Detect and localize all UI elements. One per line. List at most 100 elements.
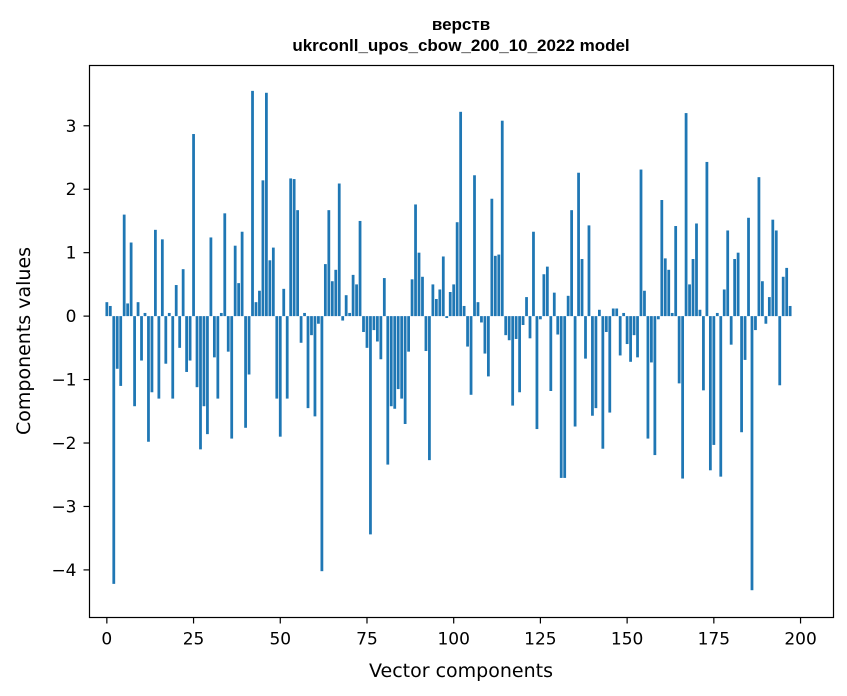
bar bbox=[344, 295, 348, 317]
bar bbox=[167, 312, 171, 317]
bar bbox=[133, 316, 136, 407]
bar bbox=[438, 289, 442, 317]
bar bbox=[313, 316, 317, 417]
bar bbox=[650, 316, 653, 363]
bar bbox=[362, 316, 365, 332]
bar bbox=[244, 316, 247, 428]
bar bbox=[105, 302, 109, 317]
bar bbox=[684, 113, 688, 317]
bar bbox=[525, 297, 528, 317]
bar bbox=[372, 316, 376, 331]
bar bbox=[625, 316, 629, 345]
bar bbox=[147, 316, 150, 442]
bar bbox=[247, 316, 251, 375]
bar bbox=[285, 316, 289, 399]
bar bbox=[545, 266, 549, 317]
bar bbox=[726, 230, 730, 317]
bar bbox=[767, 297, 771, 317]
bar bbox=[317, 316, 320, 324]
bar bbox=[219, 312, 223, 317]
bar bbox=[299, 316, 303, 343]
bar bbox=[469, 316, 473, 395]
bar bbox=[514, 316, 518, 339]
y-tick-label: 1 bbox=[66, 244, 77, 264]
bar bbox=[240, 231, 244, 317]
bar bbox=[192, 134, 195, 317]
bar bbox=[708, 316, 712, 471]
bar bbox=[570, 210, 574, 317]
bar bbox=[275, 316, 279, 399]
bar bbox=[237, 283, 241, 317]
bar bbox=[150, 316, 154, 393]
bar bbox=[774, 230, 778, 317]
bar bbox=[112, 316, 116, 584]
bar bbox=[223, 213, 227, 317]
bar bbox=[282, 288, 286, 317]
bar bbox=[785, 267, 789, 317]
bar bbox=[500, 120, 504, 317]
bar bbox=[584, 316, 587, 359]
bar bbox=[601, 316, 605, 449]
bar bbox=[462, 305, 466, 317]
bar bbox=[455, 222, 459, 317]
bar bbox=[511, 316, 515, 406]
bar bbox=[518, 316, 521, 393]
bar bbox=[646, 316, 650, 439]
bar bbox=[400, 316, 404, 399]
bar bbox=[788, 305, 792, 317]
bar bbox=[452, 284, 456, 317]
bar bbox=[157, 316, 161, 399]
x-tick-label: 75 bbox=[356, 630, 378, 650]
bar bbox=[480, 316, 483, 323]
bar bbox=[483, 316, 487, 354]
bar bbox=[719, 316, 723, 477]
bar bbox=[271, 247, 275, 317]
bar bbox=[580, 259, 584, 317]
bar bbox=[674, 226, 678, 317]
bar bbox=[379, 316, 383, 360]
bar bbox=[497, 254, 501, 317]
bar bbox=[230, 316, 234, 439]
bar bbox=[466, 316, 469, 347]
y-tick-label: −3 bbox=[51, 497, 76, 517]
bar bbox=[761, 281, 764, 317]
bar bbox=[504, 316, 508, 336]
bar bbox=[597, 309, 601, 317]
x-tick-label: 125 bbox=[524, 630, 556, 650]
bar bbox=[604, 316, 608, 332]
bar bbox=[629, 316, 632, 362]
bar bbox=[473, 175, 476, 317]
bar bbox=[396, 316, 400, 390]
bar bbox=[393, 316, 397, 409]
bar bbox=[348, 312, 352, 317]
bar bbox=[136, 302, 140, 317]
bar bbox=[459, 111, 463, 317]
bar bbox=[445, 316, 449, 319]
bar bbox=[691, 259, 695, 317]
y-tick-label: 0 bbox=[66, 307, 77, 327]
bar bbox=[306, 316, 310, 409]
bar bbox=[431, 284, 435, 317]
bar bbox=[670, 312, 674, 317]
bar bbox=[486, 316, 490, 377]
y-tick-label: −2 bbox=[51, 434, 76, 454]
bar bbox=[233, 245, 237, 317]
bar bbox=[351, 274, 355, 317]
bar bbox=[358, 220, 362, 317]
bar bbox=[667, 269, 671, 317]
bar bbox=[129, 242, 133, 317]
x-tick-label: 0 bbox=[101, 630, 112, 650]
bar bbox=[424, 316, 428, 352]
bar bbox=[403, 316, 407, 424]
bar bbox=[778, 316, 782, 386]
bar bbox=[108, 305, 112, 317]
bar bbox=[702, 316, 705, 391]
bar bbox=[653, 316, 657, 456]
bar bbox=[441, 256, 445, 317]
bar bbox=[206, 316, 209, 435]
bar bbox=[698, 309, 702, 317]
y-axis: −4 −3 −2 −1 0 1 2 3 bbox=[51, 117, 90, 581]
bar bbox=[639, 169, 643, 317]
bar bbox=[618, 316, 622, 356]
